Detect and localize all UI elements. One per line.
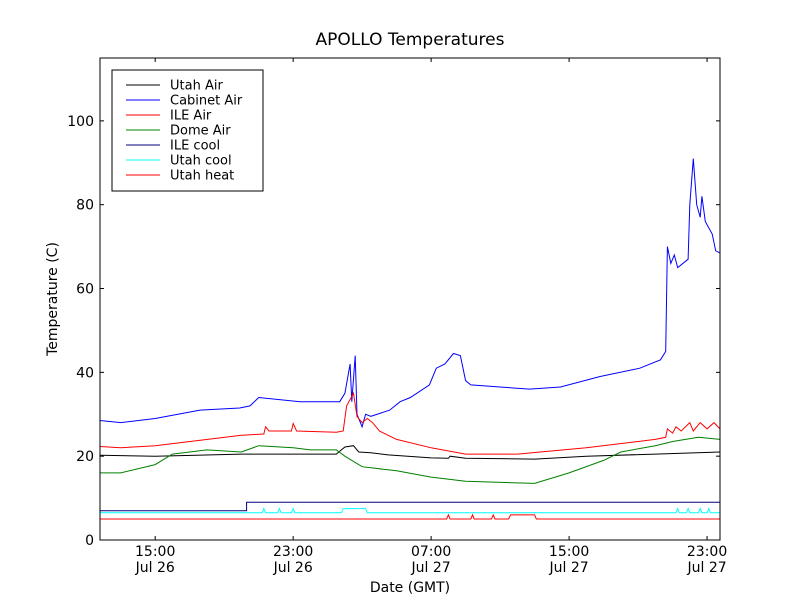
x-tick-label: 23:00 [687, 544, 727, 560]
legend-label: Utah cool [170, 154, 232, 169]
x-tick-label: 23:00 [273, 544, 313, 560]
y-tick-label: 60 [76, 282, 94, 298]
x-tick-sublabel: Jul 27 [411, 560, 451, 576]
legend-label: Dome Air [170, 124, 231, 139]
series-line-ile-cool [100, 501, 720, 512]
y-tick-label: 100 [67, 114, 94, 130]
x-tick-sublabel: Jul 26 [273, 560, 313, 576]
legend-label: Cabinet Air [170, 94, 243, 109]
x-tick-label: 15:00 [549, 544, 589, 560]
legend-label: Utah Air [170, 79, 223, 94]
series-line-dome-air [100, 436, 721, 484]
y-tick-label: 20 [76, 449, 94, 465]
x-tick-label: 15:00 [135, 544, 175, 560]
series-line-ile-air [99, 391, 721, 455]
series-line-cabinet-air [99, 158, 721, 429]
series-line-utah-air [99, 445, 721, 460]
series-line-utah-heat [100, 513, 720, 520]
series-layer [99, 158, 721, 520]
y-tick-label: 0 [85, 533, 94, 549]
plot-frame [99, 57, 721, 541]
y-axis-label: Temperature (C) [45, 242, 61, 357]
x-tick-label: 07:00 [411, 544, 451, 560]
legend-label: ILE cool [170, 139, 220, 154]
x-axis-label: Date (GMT) [370, 580, 450, 596]
y-tick-label: 80 [76, 198, 94, 214]
x-tick-sublabel: Jul 27 [686, 560, 726, 576]
legend-label: ILE Air [170, 109, 212, 124]
y-tick-label: 40 [76, 365, 94, 381]
series-line-utah-cool [100, 507, 720, 514]
x-tick-sublabel: Jul 26 [135, 560, 175, 576]
legend-label: Utah heat [170, 169, 234, 184]
chart-title: APOLLO Temperatures [316, 30, 505, 50]
x-tick-sublabel: Jul 27 [549, 560, 589, 576]
